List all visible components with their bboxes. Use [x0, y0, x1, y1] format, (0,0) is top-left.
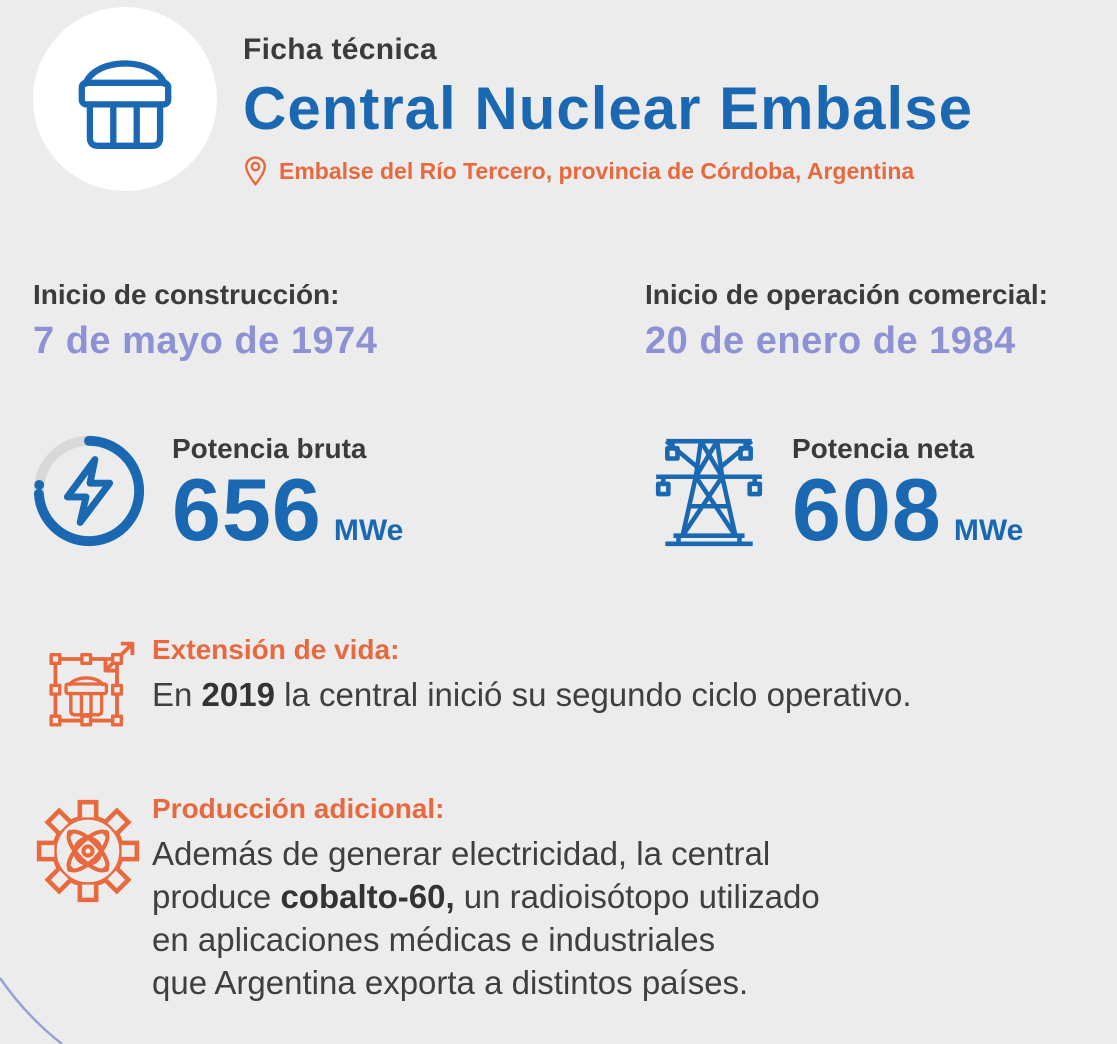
- construction-start: Inicio de construcción: 7 de mayo de 197…: [33, 279, 377, 363]
- additional-production-section: Producción adicional: Además de generar …: [152, 793, 820, 1004]
- additional-production-text-prefix: Además de generar electricidad, la centr…: [152, 835, 771, 915]
- life-extension-text-suffix: la central inició su segundo ciclo opera…: [274, 676, 912, 713]
- net-power-value: 608: [792, 460, 942, 559]
- nuclear-containment-building-icon: [71, 45, 179, 153]
- gross-power-label: Potencia bruta: [172, 433, 367, 464]
- gear-atom-icon: [32, 795, 144, 907]
- map-pin-icon: [243, 156, 268, 187]
- life-extension-section: Extensión de vida: En 2019 la central in…: [152, 634, 912, 716]
- plant-badge: [33, 7, 217, 191]
- life-extension-text-bold: 2019: [201, 676, 275, 713]
- additional-production-title: Producción adicional:: [152, 793, 445, 824]
- life-extension-text: En 2019 la central inició su segundo cic…: [152, 673, 912, 716]
- gross-power-value-row: 656 MWe: [172, 465, 403, 555]
- additional-production-text-suffix: un radioisótopo utilizado en aplicacione…: [152, 878, 820, 1001]
- additional-production-text-bold: cobalto-60,: [280, 878, 455, 915]
- transmission-tower-icon: [648, 428, 770, 554]
- net-power-label: Potencia neta: [792, 433, 975, 464]
- net-power-unit: MWe: [953, 514, 1024, 547]
- construction-start-label: Inicio de construcción:: [33, 279, 340, 310]
- commercial-operation-label: Inicio de operación comercial:: [645, 279, 1049, 310]
- life-extension-icon: [42, 632, 142, 736]
- net-power-value-row: 608 MWe: [792, 465, 1023, 555]
- life-extension-text-prefix: En: [152, 676, 202, 713]
- net-power-stat: Potencia neta 608 MWe: [792, 433, 1023, 555]
- gross-power-unit: MWe: [333, 514, 404, 547]
- life-extension-title: Extensión de vida:: [152, 634, 400, 665]
- commercial-operation-value: 20 de enero de 1984: [645, 320, 1016, 362]
- construction-start-value: 7 de mayo de 1974: [33, 320, 378, 362]
- page-title: Central Nuclear Embalse: [243, 75, 973, 142]
- gross-power-stat: Potencia bruta 656 MWe: [172, 433, 403, 555]
- corner-arc-decoration: [0, 914, 200, 1044]
- gross-power-value: 656: [172, 460, 322, 559]
- location-text: Embalse del Río Tercero, provincia de Có…: [279, 158, 915, 184]
- lightning-circle-icon: [30, 428, 148, 554]
- kicker: Ficha técnica: [243, 33, 437, 66]
- additional-production-text: Además de generar electricidad, la centr…: [152, 832, 820, 1004]
- header: Ficha técnica Central Nuclear Embalse Em…: [243, 33, 973, 187]
- commercial-operation-start: Inicio de operación comercial: 20 de ene…: [645, 279, 1048, 363]
- location-row: Embalse del Río Tercero, provincia de Có…: [243, 156, 973, 187]
